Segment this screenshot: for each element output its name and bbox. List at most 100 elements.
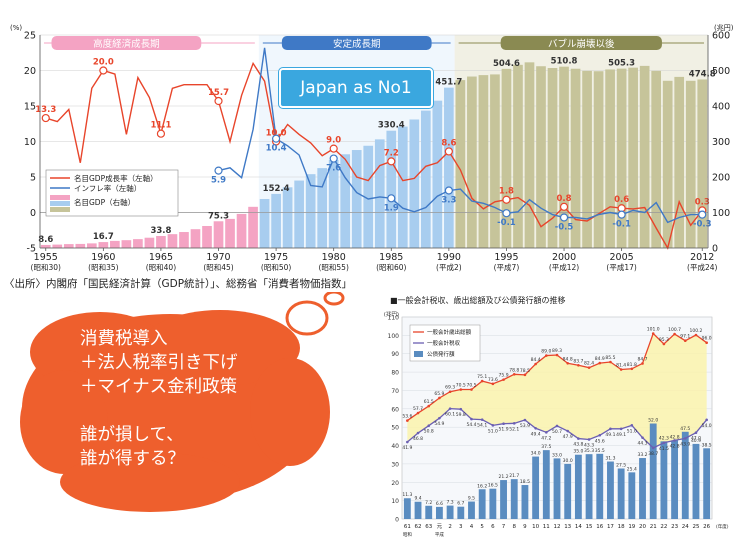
small-expenditure-label: 82.4 — [584, 361, 594, 367]
bubble-cloud-puff-3 — [250, 358, 330, 466]
small-bar-label: 6.7 — [457, 501, 464, 507]
bubble-line-6: 誰が得する？ — [80, 449, 185, 469]
gdp-bar — [478, 75, 489, 249]
small-x-tick-label: 22 — [660, 524, 667, 530]
x-era-label: (昭和50) — [261, 263, 291, 272]
point-marker — [559, 213, 569, 222]
left-tick-label: 0 — [30, 208, 36, 219]
small-bar-label: 47.5 — [680, 426, 690, 432]
small-tax-label: 51.9 — [499, 427, 509, 433]
legend-swatch-gdp — [50, 207, 70, 212]
small-bond-bar — [532, 456, 540, 519]
small-tax-label: 43.8 — [573, 442, 583, 448]
small-y-tick-label: 50 — [391, 425, 399, 432]
bubble-line-4 — [80, 399, 238, 423]
small-tax-point — [470, 417, 473, 421]
point-label: 7.2 — [384, 148, 399, 158]
point-marker — [272, 134, 281, 143]
gdp-bar — [444, 87, 454, 248]
point-label: 9.0 — [326, 136, 341, 146]
small-bond-bar — [703, 448, 711, 519]
gdp-bar — [98, 242, 109, 248]
small-tax-point — [683, 437, 687, 440]
small-tax-point — [512, 422, 516, 425]
period-header-label: 高度経済成長期 — [93, 38, 160, 50]
small-expenditure-label: 100.7 — [668, 327, 681, 333]
gdp-bar — [616, 68, 627, 248]
small-chart-title: ■一般会計税収、歳出総額及び公債発行額の推移 — [390, 296, 566, 305]
bubble-tail-large — [285, 300, 329, 336]
small-x-tick-label: 18 — [618, 524, 625, 530]
small-expenditure-label: 78.5 — [520, 368, 530, 374]
point-marker — [502, 195, 511, 204]
small-tax-label: 52.1 — [509, 426, 519, 432]
x-era-label: (昭和35) — [88, 263, 118, 272]
small-y-tick-label: 60 — [391, 406, 399, 413]
small-x-tick-label: 23 — [671, 524, 678, 530]
x-tick-label: 1985 — [379, 252, 403, 263]
x-tick-label: 1995 — [494, 252, 518, 263]
small-expenditure-label: 95.3 — [659, 337, 669, 343]
point-label: -0.5 — [555, 222, 574, 232]
point-marker — [214, 166, 223, 175]
small-bar-label: 40.9 — [691, 438, 701, 444]
small-expenditure-point — [416, 411, 420, 415]
small-expenditure-label: 61.5 — [424, 399, 434, 405]
gdp-bar — [225, 218, 235, 248]
small-expenditure-point — [523, 373, 527, 377]
small-legend-label: 一般会計税収 — [427, 339, 461, 347]
gdp-value-label: 33.8 — [150, 226, 171, 236]
small-expenditure-label: 85.5 — [605, 355, 615, 361]
gdp-bar — [605, 69, 615, 248]
small-tax-point — [630, 424, 634, 427]
x-tick-label: 1980 — [322, 252, 346, 263]
small-bar-label: 21.7 — [509, 473, 519, 479]
gdp-bar — [202, 225, 212, 248]
small-y-tick-label: 100 — [388, 333, 400, 340]
x-tick-label: 2005 — [610, 252, 634, 263]
right-tick-label: 300 — [712, 137, 730, 148]
gdp-bar — [582, 70, 592, 248]
gdp-bar — [570, 68, 581, 248]
small-bond-bar — [489, 488, 497, 519]
point-label: -0.3 — [693, 220, 712, 230]
small-expenditure-point — [587, 366, 591, 369]
small-x-tick-label: 63 — [425, 524, 432, 530]
small-x-tick-label: 21 — [650, 524, 657, 530]
small-x-tick-label: 14 — [575, 524, 582, 530]
small-bar-label: 7.3 — [447, 500, 454, 506]
small-tax-point — [587, 438, 591, 441]
small-tax-label: 54.1 — [477, 423, 487, 429]
small-tax-label: 60.1 — [445, 412, 455, 418]
gdp-bar — [524, 62, 535, 249]
small-x-tick-label: 3 — [459, 524, 463, 530]
small-tax-label: 51.0 — [627, 428, 637, 434]
small-tax-point — [619, 427, 623, 431]
small-bar-label: 6.6 — [436, 501, 443, 507]
small-bond-bar — [403, 498, 411, 519]
small-expenditure-point — [683, 339, 687, 342]
small-tax-label: 54.4 — [466, 422, 476, 428]
small-tax-point — [438, 416, 441, 420]
small-tax-point — [427, 424, 431, 428]
small-bar-label: 7.2 — [425, 500, 432, 506]
small-x-tick-label: 24 — [682, 524, 689, 530]
gdp-bar — [190, 229, 201, 248]
small-expenditure-point — [566, 361, 569, 365]
gdp-bar — [536, 66, 546, 249]
small-bar-label: 21.2 — [499, 474, 509, 480]
gdp-bar — [386, 130, 397, 248]
small-expenditure-label: 70.5 — [456, 383, 466, 389]
point-label: 3.3 — [441, 195, 456, 205]
period-header-box — [51, 36, 202, 50]
small-bond-bar — [660, 441, 668, 519]
gdp-value-label: 75.3 — [208, 211, 229, 221]
gdp-bar — [374, 139, 385, 248]
small-tax-point — [545, 431, 548, 434]
small-bond-bar — [564, 463, 572, 519]
small-tax-label: 51.0 — [488, 428, 498, 434]
small-expenditure-point — [577, 363, 580, 367]
small-expenditure-point — [630, 367, 634, 371]
small-bond-bar — [692, 443, 700, 519]
